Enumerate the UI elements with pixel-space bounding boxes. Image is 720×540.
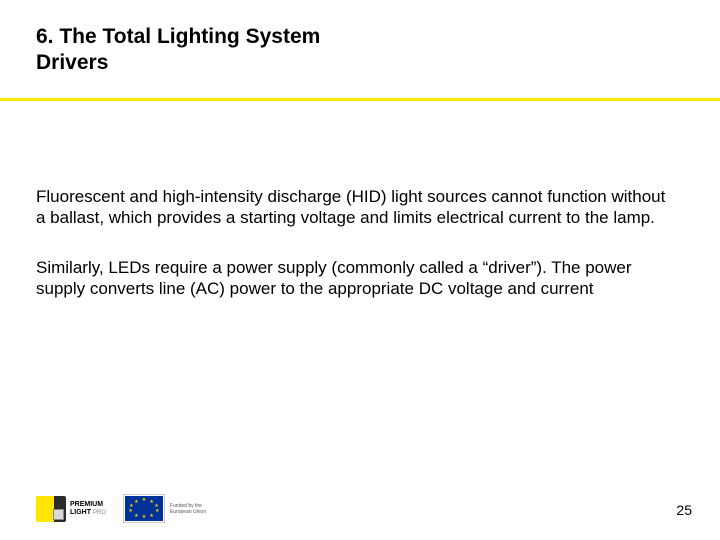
title-line2: Drivers [36,51,108,74]
body-paragraph-1: Fluorescent and high-intensity discharge… [36,186,666,229]
premium-logo-sub: PRO [93,510,106,516]
body-block: Fluorescent and high-intensity discharge… [36,186,666,327]
eu-caption: Funded by the European Union [170,503,220,515]
footer-logos: PREMIUM LIGHT PRO ★ ★ ★ ★ ★ ★ ★ ★ ★ ★ Fu… [36,495,220,522]
premium-light-logo-mark [36,496,66,522]
body-paragraph-2: Similarly, LEDs require a power supply (… [36,257,666,300]
premium-logo-line2: LIGHT [70,509,91,516]
premium-logo-line1: PREMIUM [70,501,103,508]
page-number: 25 [676,502,692,518]
slide: 6. The Total Lighting System Drivers Flu… [0,0,720,540]
premium-light-logo-text: PREMIUM LIGHT PRO [70,501,106,516]
title-block: 6. The Total Lighting System Drivers [36,24,556,77]
eu-flag-icon: ★ ★ ★ ★ ★ ★ ★ ★ ★ ★ [124,495,164,522]
eu-logo: ★ ★ ★ ★ ★ ★ ★ ★ ★ ★ Funded by the Europe… [124,495,220,522]
premium-light-logo: PREMIUM LIGHT PRO [36,496,106,522]
slide-title: 6. The Total Lighting System Drivers [36,24,556,77]
title-line1: 6. The Total Lighting System [36,25,320,48]
accent-divider [0,98,720,101]
